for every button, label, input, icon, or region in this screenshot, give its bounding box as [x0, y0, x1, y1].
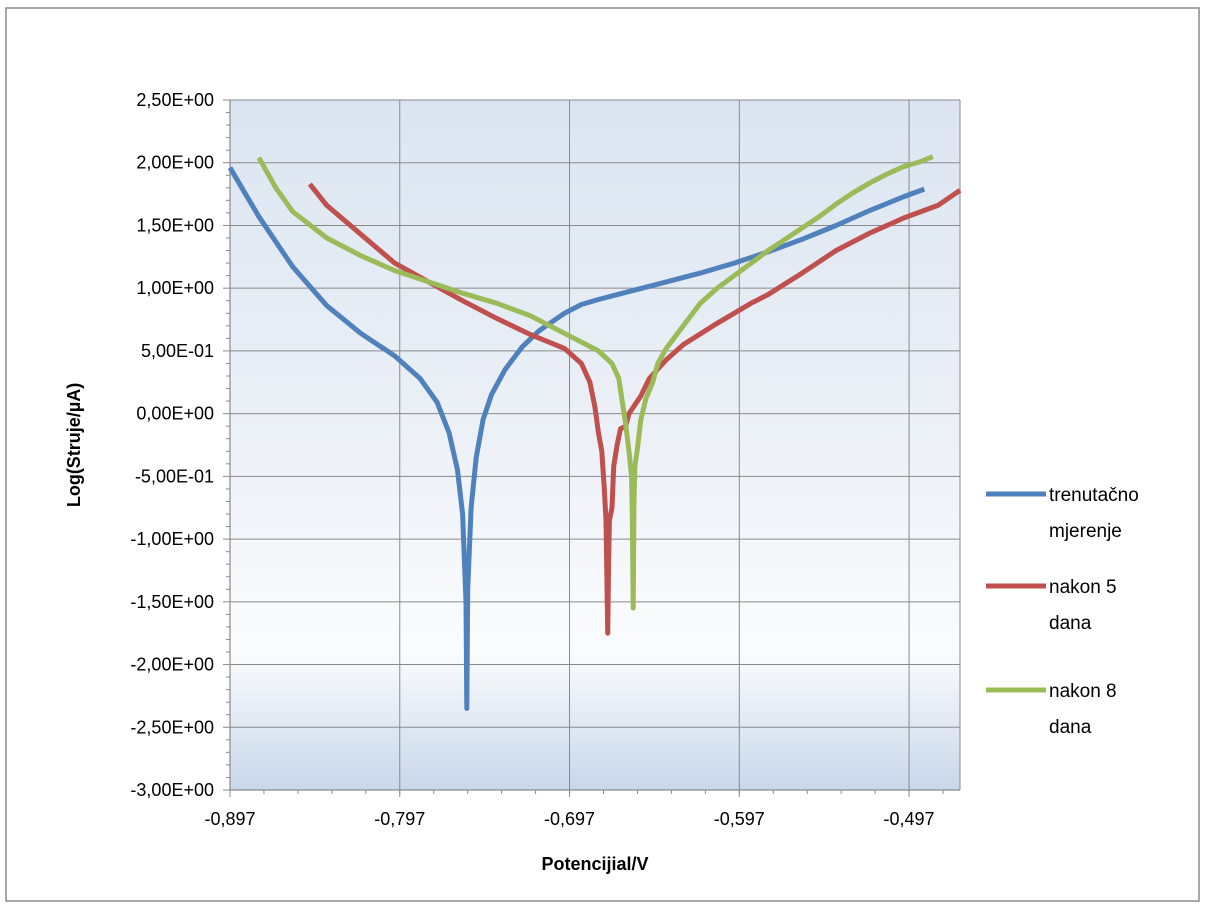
- y-axis-title: Log(Struje/µA): [64, 383, 84, 507]
- x-tick-label: -0,897: [204, 809, 255, 829]
- legend-label: trenutačno mjerenje: [1049, 485, 1139, 542]
- x-tick-label: -0,797: [374, 809, 425, 829]
- y-tick-label: 5,00E-01: [141, 341, 214, 361]
- series-lines: [227, 154, 962, 711]
- y-tick-label: -2,00E+00: [130, 655, 214, 675]
- grid-lines: [229, 99, 961, 791]
- y-tick-label: 1,50E+00: [136, 215, 214, 235]
- series-line-3: [256, 154, 934, 611]
- x-tick-label: -0,697: [544, 809, 595, 829]
- series-line-2: [307, 182, 962, 636]
- legend-label: nakon 8 dana: [1049, 681, 1117, 738]
- x-tick-label: -0,497: [884, 809, 935, 829]
- y-tick-label: 2,00E+00: [136, 153, 214, 173]
- series-line-1: [227, 166, 926, 711]
- plot-area: [230, 100, 960, 790]
- y-tick-label: 0,00E+00: [136, 404, 214, 424]
- y-tick-label: -3,00E+00: [130, 780, 214, 800]
- x-tick-label: -0,597: [714, 809, 765, 829]
- legend-label: nakon 5 dana: [1049, 577, 1117, 634]
- y-tick-label: -1,50E+00: [130, 592, 214, 612]
- y-tick-label: 1,00E+00: [136, 278, 214, 298]
- y-tick-label: -5,00E-01: [135, 466, 214, 486]
- legend: trenutačno mjerenje nakon 5 dana nakon 8 dana: [986, 485, 1139, 738]
- axes: [223, 99, 960, 797]
- x-axis-title: Potencijial/V: [541, 854, 648, 874]
- y-tick-label: -1,00E+00: [130, 529, 214, 549]
- y-tick-label: 2,50E+00: [136, 90, 214, 110]
- y-tick-label: -2,50E+00: [130, 717, 214, 737]
- tick-labels: 2,50E+00 2,00E+00 1,50E+00 1,00E+00 5,00E-01…: [130, 90, 934, 829]
